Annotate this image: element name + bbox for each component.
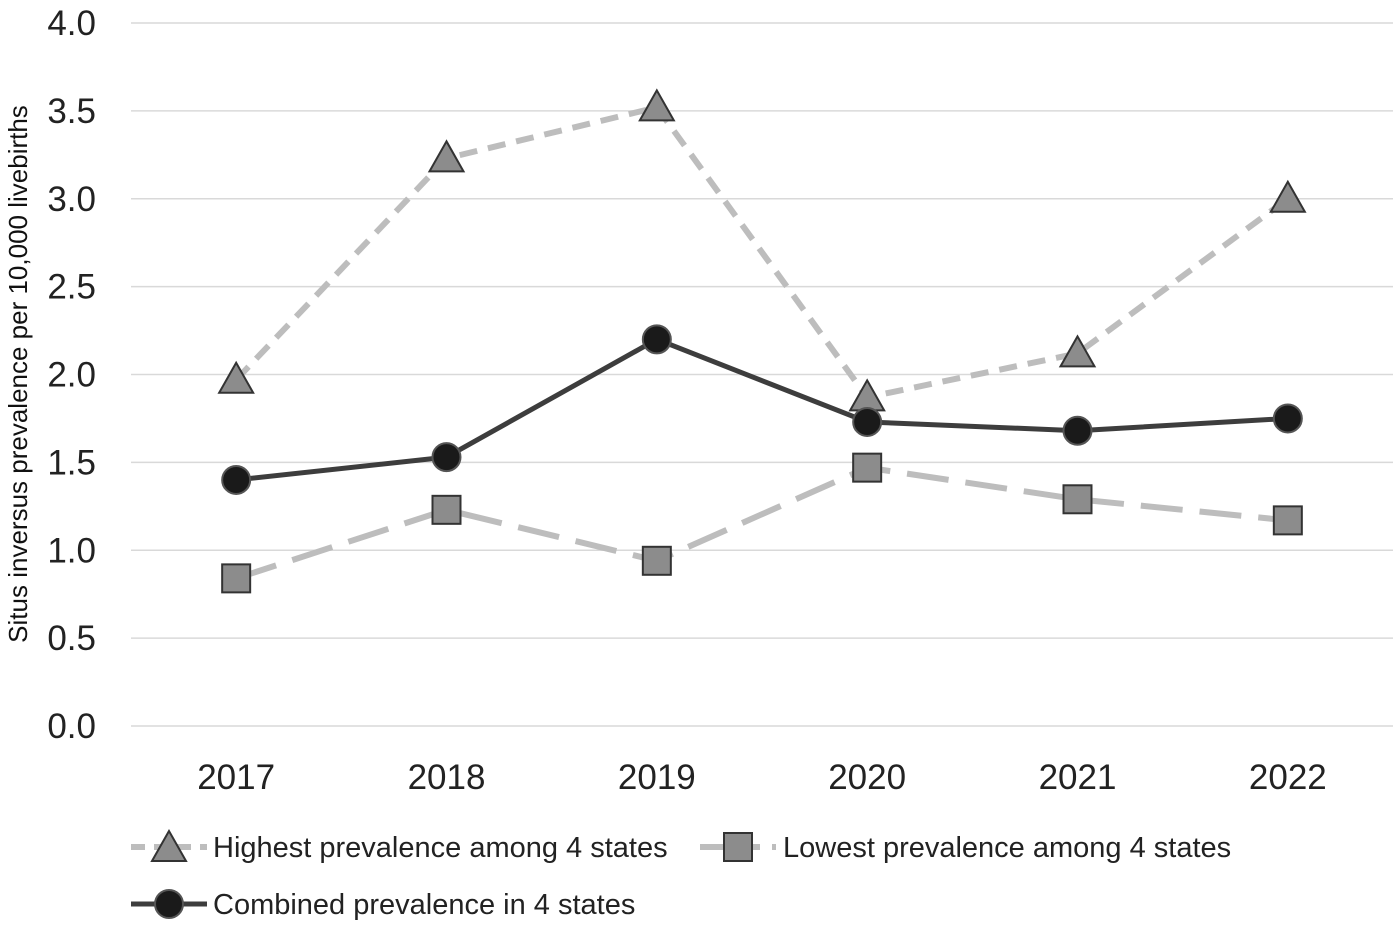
data-point-triangle [1269,179,1307,213]
x-tick-label: 2019 [618,758,696,797]
data-point-triangle [427,139,466,173]
y-tick-label: 1.0 [47,531,96,570]
y-tick-label: 4.0 [47,4,96,43]
y-axis-title: Situs inversus prevalence per 10,000 liv… [3,105,33,643]
y-tick-label: 3.5 [47,92,96,131]
data-point-square [1062,484,1093,515]
y-tick-label: 0.0 [47,707,96,746]
data-point-square [852,452,883,483]
series-square [221,452,1303,594]
legend: Highest prevalence among 4 states Lowest … [131,828,1231,921]
data-point-triangle [217,360,255,394]
legend-label: Lowest prevalence among 4 states [783,832,1231,864]
x-tick-label: 2017 [197,758,275,797]
legend-item: Lowest prevalence among 4 states [700,832,1231,864]
data-point-circle [221,464,252,495]
x-axis-ticks: 2017 2018 2019 2020 2021 2022 [197,758,1327,797]
series-line [233,104,1290,401]
data-point-circle [1062,415,1093,446]
data-point-circle [1272,403,1303,434]
y-tick-label: 3.0 [47,180,96,219]
x-tick-label: 2021 [1039,758,1117,797]
data-point-square [431,494,462,525]
x-tick-label: 2020 [828,758,906,797]
y-axis-ticks: 0.0 0.5 1.0 1.5 2.0 2.5 3.0 3.5 4.0 [47,4,96,746]
gridlines [131,22,1393,727]
series-layer [217,88,1307,594]
y-tick-label: 2.5 [47,268,96,307]
y-tick-label: 1.5 [47,443,96,482]
data-point-square [1272,505,1303,536]
data-point-triangle [1058,334,1097,368]
legend-marker-square [723,832,753,862]
data-point-triangle [848,378,886,412]
legend-item: Combined prevalence in 4 states [131,889,635,921]
data-point-triangle [638,88,676,122]
legend-marker-triangle [150,828,188,862]
series-line [235,336,1288,483]
legend-label: Highest prevalence among 4 states [213,832,668,864]
data-point-circle [852,406,883,437]
data-point-circle [431,442,462,473]
series-triangle [217,88,1307,412]
x-tick-label: 2018 [408,758,486,797]
legend-marker-circle [154,889,184,919]
data-point-square [641,545,672,576]
data-point-circle [641,324,672,355]
legend-item: Highest prevalence among 4 states [131,828,668,864]
data-point-square [221,563,252,594]
legend-label: Combined prevalence in 4 states [213,889,635,921]
series-line [235,464,1289,582]
y-tick-label: 2.0 [47,356,96,395]
series-circle [221,324,1303,495]
x-tick-label: 2022 [1249,758,1327,797]
y-tick-label: 0.5 [47,619,96,658]
